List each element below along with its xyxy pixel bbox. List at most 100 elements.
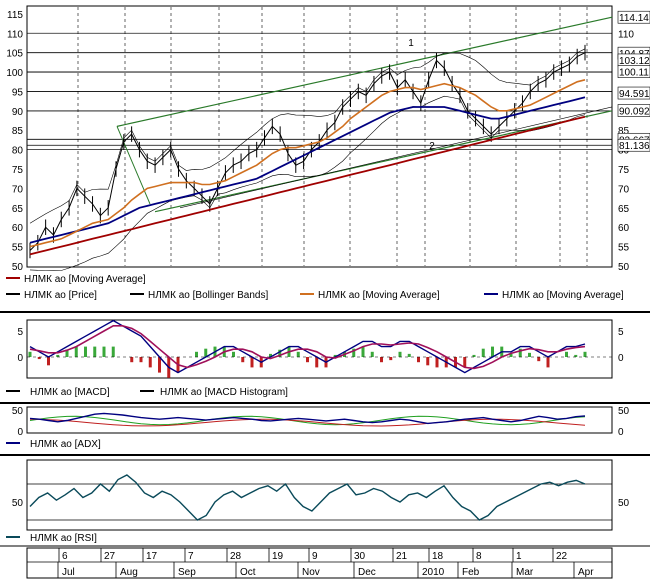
month-tick-label: Feb	[462, 567, 480, 578]
legend-label: НЛМК ао [Moving Average]	[318, 290, 440, 301]
month-tick-label: Dec	[358, 567, 376, 578]
adx-line	[29, 412, 586, 425]
macd-legend-label: НЛМК ао [MACD]	[30, 387, 110, 398]
price-y-tick-left: 50	[12, 262, 24, 273]
chart-annotations: 12	[408, 38, 435, 152]
price-y-tick-left: 105	[6, 49, 23, 60]
price-y-tick-left: 70	[12, 184, 24, 195]
day-tick-label: 30	[354, 551, 366, 562]
day-tick-label: 6	[62, 551, 68, 562]
macd-y-tick-left: 0	[17, 353, 23, 364]
last-value-label: 103.12	[619, 56, 650, 67]
price-y-tick-right: 110	[618, 29, 634, 40]
blue-moving-average-line	[29, 96, 586, 244]
macd-y-tick-right: 0	[618, 353, 624, 364]
last-value-labels: 114.14104.87103.12100.1194.59190.09282.6…	[617, 10, 650, 152]
day-tick-label: 19	[272, 551, 284, 562]
price-series-line	[29, 52, 586, 251]
bollinger-lower-band	[29, 95, 586, 271]
last-value-box	[617, 10, 650, 24]
macd-signal-line	[29, 324, 586, 370]
wave-label-1: 1	[408, 38, 414, 49]
upper-trend-line	[116, 16, 613, 127]
day-tick-label: 27	[104, 551, 116, 562]
adx-y-tick-right: 0	[618, 427, 624, 438]
macd-y-tick-right: 5	[618, 327, 624, 338]
legend-label: НЛМК ао [Bollinger Bands]	[148, 290, 268, 301]
rsi-line	[29, 474, 586, 521]
last-value-label: 114.14	[619, 13, 649, 24]
day-tick-label: 17	[146, 551, 158, 562]
macd-panel: 5 5 0 0 НЛМК ао [MACD] НЛМК ао [MACD Histogra…	[6, 319, 624, 398]
rsi-panel-frame	[26, 459, 613, 531]
price-y-tick-right: 60	[618, 223, 630, 234]
rsi-y-tick-left: 50	[12, 498, 24, 509]
price-y-tick-left: 80	[12, 146, 24, 157]
day-tick-label: 18	[432, 551, 444, 562]
month-tick-label: 2010	[422, 567, 445, 578]
day-tick-label: 22	[556, 551, 568, 562]
rsi-panel: 50 50 НЛМК ао [RSI]	[6, 474, 630, 544]
orange-moving-average-line	[29, 79, 586, 248]
rsi-legend-label: НЛМК ао [RSI]	[30, 533, 97, 544]
last-value-box	[617, 65, 650, 78]
last-value-box	[617, 138, 650, 152]
red-moving-average-line	[29, 115, 586, 256]
trend-channels	[116, 16, 613, 213]
price-y-tick-left: 100	[6, 68, 23, 79]
day-tick-label: 9	[312, 551, 318, 562]
wave-label-2: 2	[429, 141, 435, 152]
month-tick-label: Nov	[302, 567, 320, 578]
price-y-tick-right: 85	[618, 126, 630, 137]
price-y-tick-left: 55	[12, 243, 24, 254]
legend-label: НЛМК ао [Moving Average]	[24, 274, 146, 285]
support-line	[179, 106, 613, 209]
macd-histogram-legend-label: НЛМК ао [MACD Histogram]	[160, 387, 288, 398]
bollinger-upper-band	[29, 48, 586, 224]
month-tick-label: Aug	[120, 567, 138, 578]
day-tick-label: 28	[230, 551, 242, 562]
day-tick-label: 1	[516, 551, 522, 562]
lower-trend-line	[154, 110, 613, 213]
price-y-tick-left: 75	[12, 165, 24, 176]
day-tick-label: 7	[188, 551, 194, 562]
price-legend: НЛМК ао [Moving Average] НЛМК ао [Price] Н…	[6, 274, 624, 301]
price-y-tick-left: 65	[12, 204, 24, 215]
macd-panel-frame	[26, 319, 613, 379]
price-y-tick-left: 95	[12, 87, 24, 98]
adx-y-tick-left: 0	[17, 427, 23, 438]
time-axis: 6 27 17 7 28 19 9 30 21 18 8 1 22 Jul Aug Sep Oct Nov Dec 2…	[27, 548, 612, 578]
price-y-tick-left: 90	[12, 107, 24, 118]
price-y-tick-right: 70	[618, 184, 630, 195]
price-y-tick-right: 50	[618, 262, 630, 273]
last-value-label: 94.591	[619, 89, 650, 100]
month-tick-label: Sep	[178, 567, 196, 578]
macd-y-tick-left: 5	[17, 327, 23, 338]
month-tick-label: Mar	[516, 567, 534, 578]
adx-y-tick-right: 50	[618, 406, 630, 417]
month-tick-label: Oct	[240, 567, 256, 578]
price-y-tick-left: 60	[12, 223, 24, 234]
price-y-tick-right: 55	[618, 243, 630, 254]
day-tick-label: 21	[396, 551, 408, 562]
time-axis-frame	[26, 547, 613, 579]
price-y-tick-left: 110	[7, 29, 23, 40]
price-y-tick-left: 115	[7, 10, 23, 21]
plus-di-line	[29, 415, 586, 426]
price-y-tick-right: 75	[618, 165, 630, 176]
adx-legend-label: НЛМК ао [ADX]	[30, 439, 101, 450]
legend-label: НЛМК ао [Moving Average]	[502, 290, 624, 301]
last-value-label: 81.136	[619, 141, 650, 152]
price-series-group	[29, 44, 586, 271]
adx-y-tick-left: 50	[12, 406, 24, 417]
month-tick-label: Jul	[62, 567, 75, 578]
month-tick-label: Apr	[578, 567, 594, 578]
rsi-y-tick-right: 50	[618, 498, 630, 509]
price-y-tick-left: 85	[12, 126, 24, 137]
legend-label: НЛМК ао [Price]	[24, 290, 97, 301]
price-y-tick-right: 65	[618, 204, 630, 215]
last-value-label: 90.092	[619, 106, 650, 117]
last-value-box	[617, 104, 650, 117]
last-value-box	[617, 86, 650, 100]
